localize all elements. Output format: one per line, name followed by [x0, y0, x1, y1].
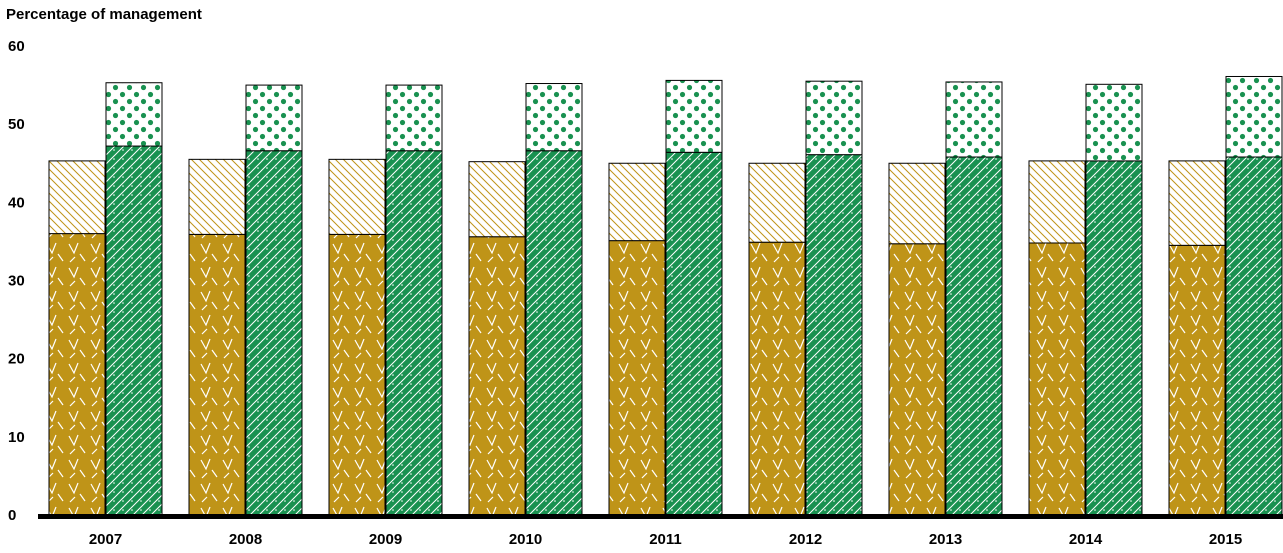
bar-2009-stack1-segment2 — [328, 158, 386, 235]
x-tick-label: 2013 — [929, 531, 962, 548]
x-tick-label: 2007 — [89, 531, 122, 548]
x-tick-label: 2010 — [509, 531, 542, 548]
bar-2015-stack1-segment2 — [1168, 160, 1226, 246]
bar-2011-stack2-segment1 — [665, 151, 723, 516]
bar-2010-stack1-segment1 — [468, 236, 526, 516]
x-tick-label: 2012 — [789, 531, 822, 548]
bar-2015-stack2-segment2 — [1225, 75, 1283, 158]
bar-2013-stack2-segment1 — [945, 156, 1003, 516]
bar-2015-stack1-segment1 — [1168, 244, 1226, 516]
bar-2012-stack2-segment2 — [805, 80, 863, 156]
y-tick-label: 50 — [8, 116, 25, 133]
y-tick-label: 30 — [8, 273, 25, 290]
bar-2012-stack1-segment1 — [748, 241, 806, 516]
bar-2011-stack1-segment1 — [608, 240, 666, 516]
bar-2010-stack2-segment1 — [525, 150, 583, 516]
y-axis-ticks: 0 10 20 30 40 50 60 — [8, 38, 25, 524]
bar-2007-stack2-segment1 — [105, 145, 163, 516]
bar-2014-stack1-segment2 — [1028, 160, 1086, 244]
y-axis-label: Percentage of management — [6, 6, 202, 23]
bar-2011-stack2-segment2 — [665, 79, 723, 153]
bar-2014-stack1-segment1 — [1028, 242, 1086, 516]
y-tick-label: 0 — [8, 507, 16, 524]
x-tick-label: 2015 — [1209, 531, 1242, 548]
bar-2008-stack2-segment1 — [245, 150, 303, 516]
x-tick-label: 2011 — [649, 531, 682, 548]
bar-2011-stack1-segment2 — [608, 162, 666, 242]
x-tick-label: 2014 — [1069, 531, 1103, 548]
bar-2007-stack1-segment1 — [48, 233, 106, 516]
bar-2014-stack2-segment1 — [1085, 160, 1143, 516]
x-axis-ticks: 2007 2008 2009 2010 2011 2012 2013 2014 2015 — [89, 531, 1242, 548]
bar-2013-stack1-segment1 — [888, 243, 946, 516]
y-tick-label: 10 — [8, 429, 25, 446]
bar-2008-stack1-segment1 — [188, 233, 246, 516]
bar-2013-stack1-segment2 — [888, 162, 946, 245]
x-tick-label: 2009 — [369, 531, 402, 548]
bar-2008-stack1-segment2 — [188, 158, 246, 235]
bar-2012-stack1-segment2 — [748, 162, 806, 243]
bar-2009-stack2-segment1 — [385, 150, 443, 516]
bar-2008-stack2-segment2 — [245, 84, 303, 152]
y-tick-label: 60 — [8, 38, 25, 55]
bar-2007-stack1-segment2 — [48, 160, 106, 235]
x-axis-baseline — [38, 514, 1283, 519]
bar-2009-stack1-segment1 — [328, 233, 386, 516]
bar-2007-stack2-segment2 — [105, 82, 163, 147]
y-tick-label: 40 — [8, 194, 25, 211]
bar-2010-stack2-segment2 — [525, 83, 583, 152]
bar-2014-stack2-segment2 — [1085, 83, 1143, 162]
bar-2012-stack2-segment1 — [805, 154, 863, 516]
y-tick-label: 20 — [8, 351, 25, 368]
bar-2015-stack2-segment1 — [1225, 156, 1283, 516]
x-tick-label: 2008 — [229, 531, 262, 548]
bar-2010-stack1-segment2 — [468, 161, 526, 238]
bars — [48, 75, 1283, 516]
bar-2013-stack2-segment2 — [945, 81, 1003, 158]
bar-2009-stack2-segment2 — [385, 84, 443, 152]
